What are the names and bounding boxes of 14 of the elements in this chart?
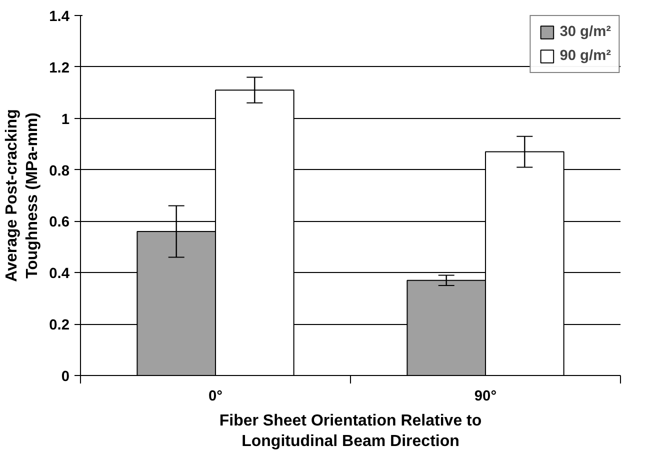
y-tick-label: 0.2 xyxy=(49,318,70,334)
y-axis-title: Average Post-cracking Toughness (MPa-mm) xyxy=(4,109,42,282)
y-tick-label: 1 xyxy=(61,112,70,128)
legend-label: 30 g/m² xyxy=(560,24,611,40)
x-tick-label: 0° xyxy=(208,388,223,404)
y-tick-label: 1.2 xyxy=(49,60,70,76)
y-tick-label: 0 xyxy=(61,369,70,385)
x-axis-title: Fiber Sheet Orientation Relative to Longitudinal Beam Direction xyxy=(219,412,482,450)
y-tick-label: 0.8 xyxy=(49,163,70,180)
y-tick-label: 0.6 xyxy=(49,214,70,231)
y-tick-label: 0.4 xyxy=(49,266,70,282)
y-tick-label: 1.4 xyxy=(49,9,70,25)
x-tick-label: 90° xyxy=(474,388,497,404)
legend-label: 90 g/m² xyxy=(560,48,611,64)
